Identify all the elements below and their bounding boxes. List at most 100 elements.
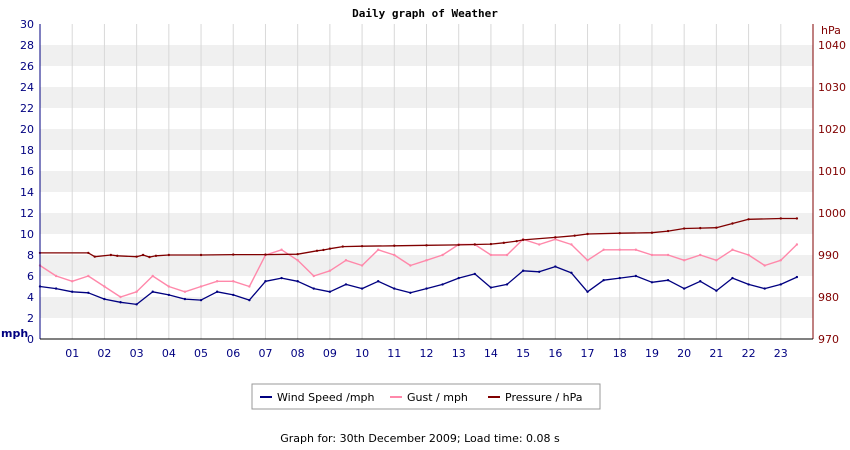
series-line [39,238,798,298]
x-tick-label: 05 [194,347,208,360]
data-point [393,244,396,247]
data-point [87,274,90,278]
data-point [393,253,396,257]
x-tick-label: 13 [452,347,466,360]
data-point [521,238,525,242]
data-point [505,253,509,257]
data-point [264,280,267,283]
data-point [515,239,518,243]
x-tick-label: 07 [258,347,272,360]
data-point [328,247,332,250]
legend-label: Wind Speed /mph [277,391,375,404]
x-tick-label: 19 [645,347,659,360]
data-point [154,254,158,258]
data-point [87,291,90,294]
data-point [489,253,493,257]
data-point [586,290,589,293]
x-tick-label: 04 [162,347,176,360]
data-point [151,290,154,293]
data-point [360,264,364,267]
y-left-tick-label: 8 [27,249,34,262]
y-left-unit: mph [1,327,28,340]
data-point [618,248,621,251]
data-point [618,276,621,280]
data-point [167,293,171,297]
data-point [148,255,151,259]
y-right-tick-label: 1020 [818,123,846,136]
y-left-tick-label: 16 [20,165,34,178]
data-point [699,280,702,283]
data-point [167,253,171,257]
x-tick-label: 01 [65,347,79,360]
x-tick-label: 10 [355,347,369,360]
data-point [634,248,638,251]
x-tick-label: 06 [226,347,240,360]
x-tick-label: 21 [709,347,723,360]
x-tick-label: 08 [291,347,305,360]
data-point [779,283,782,286]
x-tick-label: 16 [548,347,562,360]
data-point [521,269,525,272]
data-point [763,287,766,290]
axes [39,24,814,340]
data-point [570,271,573,275]
data-point [376,280,380,283]
data-point [248,298,251,302]
y-right-tick-label: 980 [818,291,839,304]
data-point [554,238,557,241]
data-point [135,255,138,258]
data-point [183,297,187,301]
data-point [103,285,106,288]
data-point [602,279,605,282]
data-point [409,291,412,294]
y-left-tick-label: 14 [20,186,34,199]
data-point [457,243,460,247]
data-point [376,248,380,251]
data-point [747,218,750,221]
y-left-tick-label: 24 [20,81,34,94]
data-point [328,269,332,272]
data-point [151,274,154,278]
y-left-tick-label: 12 [20,207,34,220]
data-point [135,290,138,293]
data-point [425,244,428,247]
legend-box [251,383,601,410]
data-point [715,226,718,229]
data-point [502,241,505,245]
data-point [322,248,325,252]
data-point [116,254,119,258]
data-point [280,248,283,251]
data-point [699,226,702,230]
labels: 0246810121416182022242628309709809901000… [1,18,846,360]
data-point [731,222,734,225]
data-point [87,251,90,255]
data-point [109,253,113,257]
data-point [457,276,460,280]
y-left-tick-label: 30 [20,18,34,31]
data-point [699,253,702,257]
data-point [505,283,509,286]
legend: Wind Speed /mph Gust / mph Pressure / hPa [251,383,601,410]
data-point [312,274,315,278]
chart-title: Daily graph of Weather [352,7,498,20]
y-right-tick-label: 1000 [818,207,846,220]
data-point [715,259,718,262]
data-point [763,264,766,267]
data-point [344,283,348,286]
data-point [586,259,589,262]
series-line [40,217,797,258]
y-right-tick-label: 990 [818,249,839,262]
data-point [232,280,235,283]
data-point [232,293,235,297]
data-point [248,285,251,288]
data-point [341,245,344,248]
data-point [666,253,670,257]
data-point [795,217,799,220]
data-point [280,276,283,280]
data-point [489,242,493,246]
y-left-tick-label: 28 [20,39,34,52]
y-left-tick-label: 10 [20,228,34,241]
y-left-tick-label: 6 [27,270,34,283]
data-point [682,259,686,262]
